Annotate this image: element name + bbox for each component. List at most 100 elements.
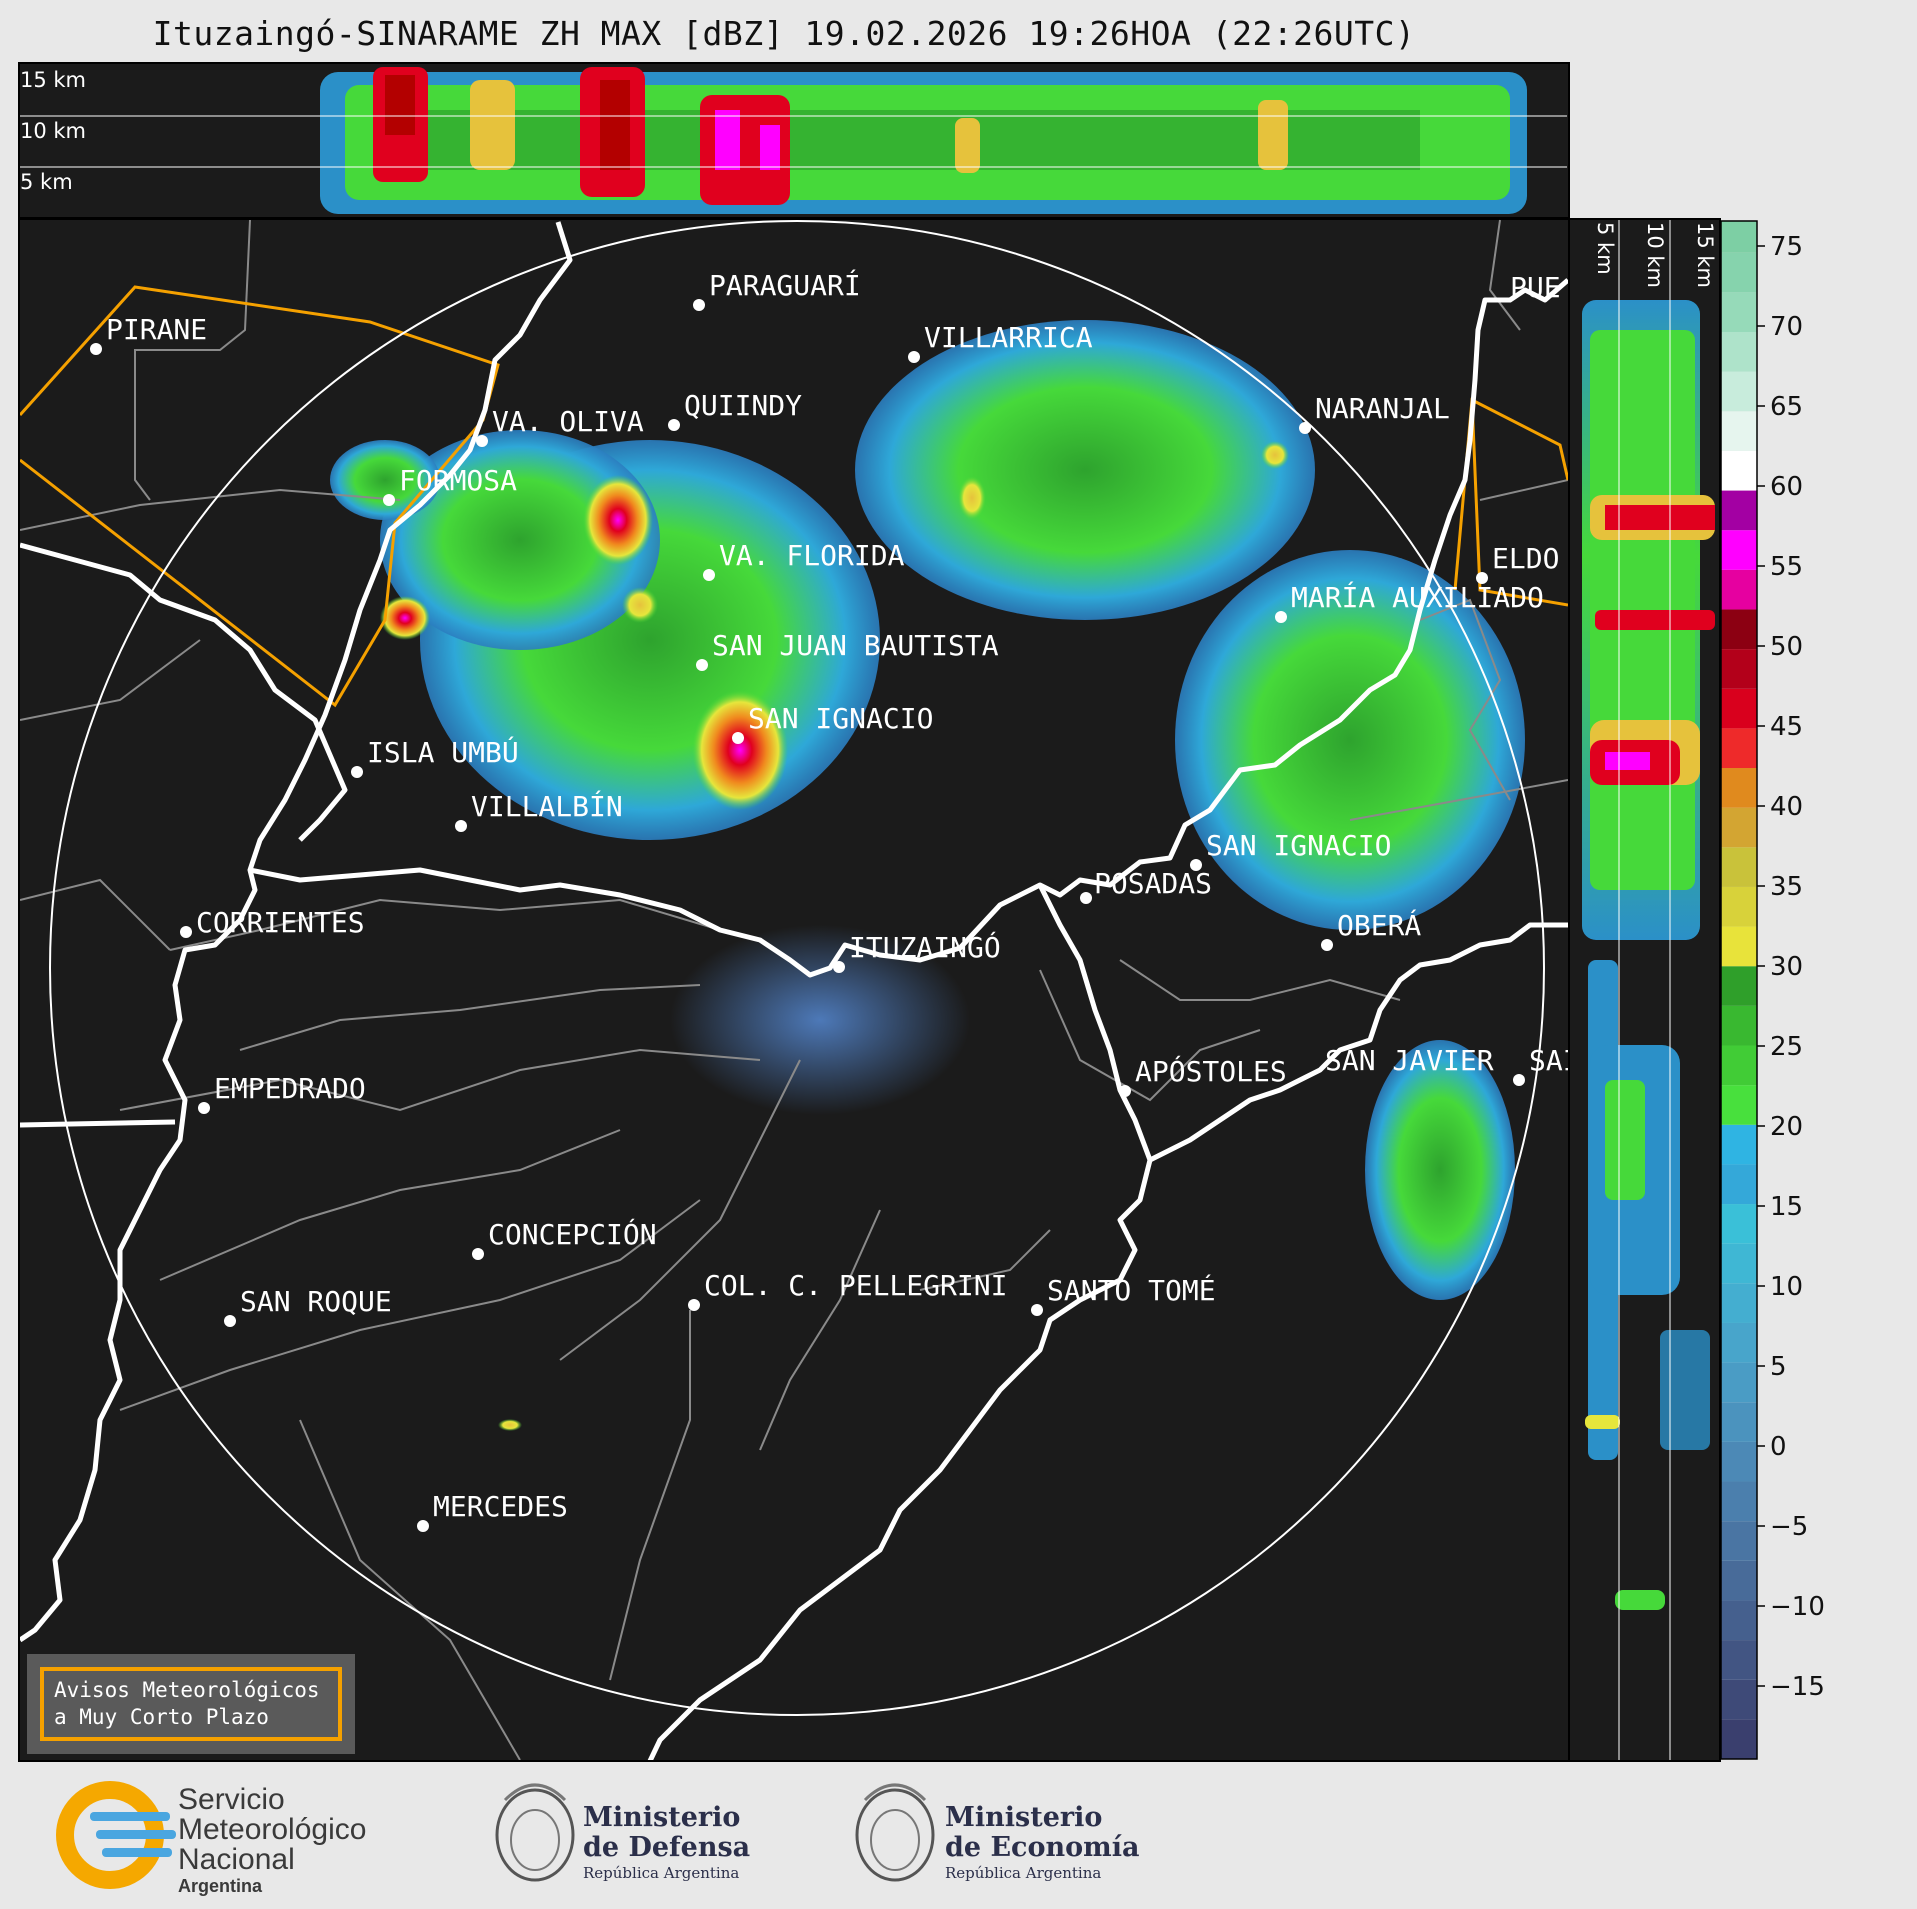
defensa-seal bbox=[495, 1783, 575, 1882]
colorbar-band bbox=[1721, 1164, 1757, 1205]
colorbar-band bbox=[1721, 807, 1757, 848]
colorbar-tick-label: 45 bbox=[1770, 712, 1803, 742]
city-markers: PIRANE PARAGUARÍ VILLARRICA QUIINDY VA. … bbox=[90, 268, 1568, 1532]
city-dot-isla-umbu bbox=[351, 766, 363, 778]
colorbar-tick-label: 20 bbox=[1770, 1112, 1803, 1142]
range-ring bbox=[49, 220, 1545, 1716]
colorbar-tick: 20 bbox=[1757, 1112, 1803, 1142]
colorbar-band bbox=[1721, 1560, 1757, 1601]
colorbar-band bbox=[1721, 450, 1757, 491]
colorbar-tick: 70 bbox=[1757, 312, 1803, 342]
city-dot-naranjal bbox=[1299, 422, 1311, 434]
colorbar-tick-label: 10 bbox=[1770, 1272, 1803, 1302]
colorbar-tick: −15 bbox=[1757, 1672, 1825, 1702]
colorbar-tick: 15 bbox=[1757, 1192, 1803, 1222]
smn-line-2: Meteorológico bbox=[178, 1813, 367, 1846]
city-label-quiindy: QUIINDY bbox=[684, 389, 802, 422]
colorbar-band bbox=[1721, 649, 1757, 689]
warning-notice-box[interactable]: Avisos Meteorológicos a Muy Corto Plazo bbox=[27, 1654, 355, 1754]
colorbar-band bbox=[1721, 1679, 1757, 1720]
city-dot-villalbin bbox=[455, 820, 467, 832]
colorbar-tick-label: −5 bbox=[1770, 1512, 1808, 1542]
colorbar-band bbox=[1721, 1045, 1757, 1086]
warning-notice-frame: Avisos Meteorológicos a Muy Corto Plazo bbox=[40, 1667, 342, 1741]
right-level-10km: 10 km bbox=[1643, 222, 1667, 288]
city-label-obera: OBERÁ bbox=[1337, 908, 1421, 942]
city-dot-santo-tome bbox=[1031, 1304, 1043, 1316]
colorbar-band bbox=[1721, 1243, 1757, 1284]
top-profile-echoes bbox=[320, 67, 1527, 214]
colorbar-bands bbox=[1721, 221, 1757, 1759]
top-height-profile: 15 km 10 km 5 km bbox=[18, 62, 1570, 219]
city-dot-va-oliva bbox=[476, 435, 488, 447]
city-dot-paraguari bbox=[693, 299, 705, 311]
chart-title: Ituzaingó-SINARAME ZH MAX [dBZ] 19.02.20… bbox=[152, 14, 1416, 53]
city-dot-empedrado bbox=[198, 1102, 210, 1114]
colorbar-band bbox=[1721, 688, 1757, 729]
colorbar-tick: −5 bbox=[1757, 1512, 1808, 1542]
city-dot-quiindy bbox=[668, 419, 680, 431]
colorbar-tick: 0 bbox=[1757, 1432, 1787, 1462]
colorbar-tick: 30 bbox=[1757, 952, 1803, 982]
colorbar-band bbox=[1721, 728, 1757, 769]
colorbar-tick-label: 70 bbox=[1770, 312, 1803, 342]
colorbar-band bbox=[1721, 371, 1757, 412]
colorbar-tick: 10 bbox=[1757, 1272, 1803, 1302]
city-label-naranjal: NARANJAL bbox=[1315, 392, 1450, 425]
city-label-apostoles: APÓSTOLES bbox=[1135, 1054, 1287, 1088]
colorbar-band bbox=[1721, 1719, 1757, 1759]
colorbar-ticks: 75 70 65 60 55 50 45 40 35 30 25 20 15 1… bbox=[1757, 232, 1825, 1702]
colorbar-band bbox=[1721, 569, 1757, 610]
smn-logo-mark bbox=[56, 1781, 176, 1889]
city-dot-mercedes bbox=[417, 1520, 429, 1532]
economia-line-2: de Economía bbox=[945, 1832, 1140, 1863]
notice-line-1: Avisos Meteorológicos bbox=[54, 1678, 320, 1702]
colorbar: 75 70 65 60 55 50 45 40 35 30 25 20 15 1… bbox=[1720, 220, 1825, 1760]
defensa-line-3: República Argentina bbox=[583, 1864, 740, 1882]
colorbar-band bbox=[1721, 1640, 1757, 1680]
radar-site-dot bbox=[833, 961, 845, 973]
colorbar-band bbox=[1721, 490, 1757, 531]
colorbar-band bbox=[1721, 1085, 1757, 1125]
colorbar-tick: 75 bbox=[1757, 232, 1803, 262]
colorbar-band bbox=[1721, 966, 1757, 1006]
city-label-pue: PUE bbox=[1510, 271, 1561, 304]
city-label-santo-tome: SANTO TOMÉ bbox=[1047, 1273, 1216, 1307]
city-dot-san-roque bbox=[224, 1315, 236, 1327]
city-dot-col-pellegrini bbox=[688, 1299, 700, 1311]
colorbar-tick-label: 15 bbox=[1770, 1192, 1803, 1222]
colorbar-tick-label: 60 bbox=[1770, 472, 1803, 502]
colorbar-band bbox=[1721, 768, 1757, 808]
city-dot-eldo bbox=[1476, 572, 1488, 584]
colorbar-tick: 40 bbox=[1757, 792, 1803, 822]
smn-logo-text: Servicio Meteorológico Nacional Argentin… bbox=[178, 1785, 366, 1897]
colorbar-tick: 45 bbox=[1757, 712, 1803, 742]
smn-line-1: Servicio bbox=[178, 1783, 285, 1816]
city-dot-pirane bbox=[90, 343, 102, 355]
city-label-pirane: PIRANE bbox=[106, 313, 207, 346]
colorbar-tick: 60 bbox=[1757, 472, 1803, 502]
smn-line-3: Nacional bbox=[178, 1843, 295, 1876]
city-label-va-florida: VA. FLORIDA bbox=[719, 539, 905, 572]
radar-map: PIRANE PARAGUARÍ VILLARRICA QUIINDY VA. … bbox=[18, 218, 1570, 1762]
city-label-san-juan-bautista: SAN JUAN BAUTISTA bbox=[712, 629, 999, 662]
colorbar-band bbox=[1721, 1362, 1757, 1403]
right-level-5km: 5 km bbox=[1593, 222, 1617, 275]
colorbar-band bbox=[1721, 411, 1757, 451]
city-label-villalbin: VILLALBÍN bbox=[471, 789, 623, 823]
city-label-isla-umbu: ISLA UMBÚ bbox=[367, 735, 519, 769]
colorbar-band bbox=[1721, 847, 1757, 887]
city-label-concepcion: CONCEPCIÓN bbox=[488, 1217, 657, 1251]
city-dot-posadas bbox=[1080, 892, 1092, 904]
economia-line-1: Ministerio bbox=[945, 1802, 1103, 1833]
right-level-15km: 15 km bbox=[1693, 222, 1717, 288]
colorbar-band bbox=[1721, 1481, 1757, 1522]
colorbar-tick: 5 bbox=[1757, 1352, 1787, 1382]
city-dot-san-juan-bautista bbox=[696, 659, 708, 671]
colorbar-tick-label: 35 bbox=[1770, 872, 1803, 902]
top-level-15km: 15 km bbox=[20, 68, 86, 92]
city-dot-va-florida bbox=[703, 569, 715, 581]
city-dot-villarrica bbox=[908, 351, 920, 363]
city-label-paraguari: PARAGUARÍ bbox=[709, 268, 861, 302]
